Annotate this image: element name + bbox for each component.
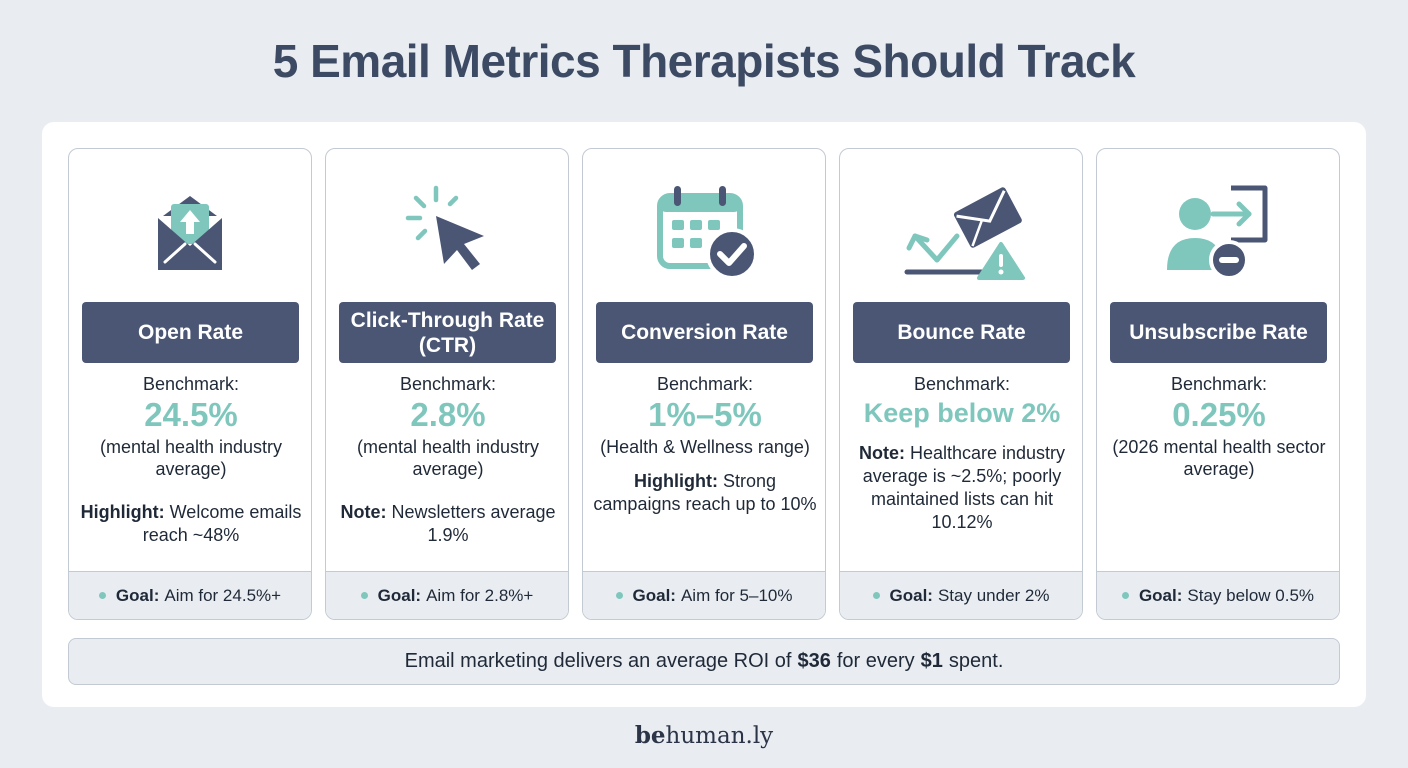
goal-text: Stay below 0.5% — [1187, 585, 1315, 605]
goal-bar: Goal: Stay under 2% — [840, 571, 1082, 619]
metric-card-conversion-rate: Conversion Rate Benchmark: 1%–5% (Health… — [582, 148, 826, 620]
highlight-key: Highlight: — [80, 502, 165, 522]
bullet-dot-icon — [615, 592, 623, 599]
roi-middle: for every — [836, 650, 915, 672]
bullet-dot-icon — [98, 592, 106, 599]
roi-suffix: spent. — [948, 650, 1004, 672]
benchmark-label: Benchmark: — [399, 374, 497, 394]
page-title: 5 Email Metrics Therapists Should Track — [272, 35, 1136, 87]
user-unsubscribe-icon — [1167, 185, 1268, 280]
metric-card-ctr: Click-Through Rate (CTR) Benchmark: 2.8%… — [325, 148, 569, 620]
benchmark-label: Benchmark: — [656, 374, 754, 394]
open-envelope-icon — [158, 196, 222, 270]
goal-key: Goal: — [889, 585, 933, 605]
goal-bar: Goal: Aim for 24.5%+ — [69, 571, 311, 619]
benchmark-note: (2026 mental health sector average) — [1112, 437, 1326, 479]
metrics-panel: Open Rate Benchmark: 24.5% (mental healt… — [42, 122, 1366, 707]
metric-note: Note: Newsletters average 1.9% — [336, 501, 560, 547]
metric-note: Note: Healthcare industry average is ~2.… — [850, 442, 1074, 534]
goal-key: Goal: — [115, 585, 160, 605]
note-text: Healthcare industry average is ~2.5%; po… — [862, 443, 1066, 532]
bounce-envelope-warning-icon — [904, 187, 1025, 280]
metric-card-unsubscribe-rate: Unsubscribe Rate Benchmark: 0.25% (2026 … — [1096, 148, 1340, 620]
metric-label: Conversion Rate — [596, 302, 813, 363]
bullet-dot-icon — [360, 592, 368, 599]
metric-label: Open Rate — [82, 302, 299, 363]
benchmark-note: (Health & Wellness range) — [600, 437, 810, 457]
highlight-key: Highlight: — [633, 471, 718, 491]
benchmark-value: 1%–5% — [648, 396, 762, 433]
metric-label: Bounce Rate — [853, 302, 1070, 363]
benchmark-label: Benchmark: — [1170, 374, 1268, 394]
note-key: Note: — [340, 502, 387, 522]
benchmark-value: 24.5% — [144, 396, 238, 433]
goal-key: Goal: — [377, 585, 422, 605]
bullet-dot-icon — [1121, 592, 1129, 599]
goal-text: Aim for 24.5%+ — [164, 585, 282, 605]
benchmark-note: (mental health industry average) — [99, 437, 283, 479]
roi-banner: Email marketing delivers an average ROI … — [68, 638, 1340, 685]
benchmark-value: 2.8% — [410, 396, 486, 433]
note-key: Note: — [858, 443, 905, 463]
calendar-check-icon — [657, 186, 758, 280]
benchmark-note: (mental health industry average) — [356, 437, 540, 479]
metric-highlight: Highlight: Strong campaigns reach up to … — [593, 470, 817, 516]
bullet-dot-icon — [872, 592, 880, 599]
brand-bold: be — [634, 722, 666, 749]
goal-bar: Goal: Aim for 2.8%+ — [326, 571, 568, 619]
benchmark-label: Benchmark: — [142, 374, 240, 394]
benchmark-value: 0.25% — [1172, 396, 1266, 433]
roi-amount: $36 — [797, 650, 831, 672]
goal-bar: Goal: Aim for 5–10% — [583, 571, 825, 619]
goal-key: Goal: — [632, 585, 676, 605]
benchmark-label: Benchmark: — [913, 374, 1011, 394]
cursor-click-icon — [405, 185, 484, 270]
metric-label: Click-Through Rate (CTR) — [339, 302, 556, 363]
goal-text: Stay under 2% — [937, 585, 1050, 605]
brand-rest: human.ly — [665, 723, 774, 749]
goal-text: Aim for 5–10% — [680, 585, 793, 605]
note-text: Newsletters average 1.9% — [391, 502, 556, 545]
goal-bar: Goal: Stay below 0.5% — [1097, 571, 1339, 619]
goal-key: Goal: — [1138, 585, 1183, 605]
highlight-text: Welcome emails reach ~48% — [142, 502, 302, 545]
roi-prefix: Email marketing delivers an average ROI … — [404, 650, 792, 672]
highlight-text: Strong campaigns reach up to 10% — [593, 471, 817, 514]
roi-unit: $1 — [920, 650, 943, 672]
goal-text: Aim for 2.8%+ — [426, 585, 534, 605]
brand-logo: behuman.ly — [0, 722, 1408, 749]
metric-card-bounce-rate: Bounce Rate Benchmark: Keep below 2% Not… — [839, 148, 1083, 620]
metric-card-open-rate: Open Rate Benchmark: 24.5% (mental healt… — [68, 148, 312, 620]
metric-highlight: Highlight: Welcome emails reach ~48% — [79, 501, 303, 547]
metric-label: Unsubscribe Rate — [1110, 302, 1327, 363]
benchmark-value: Keep below 2% — [863, 398, 1061, 428]
